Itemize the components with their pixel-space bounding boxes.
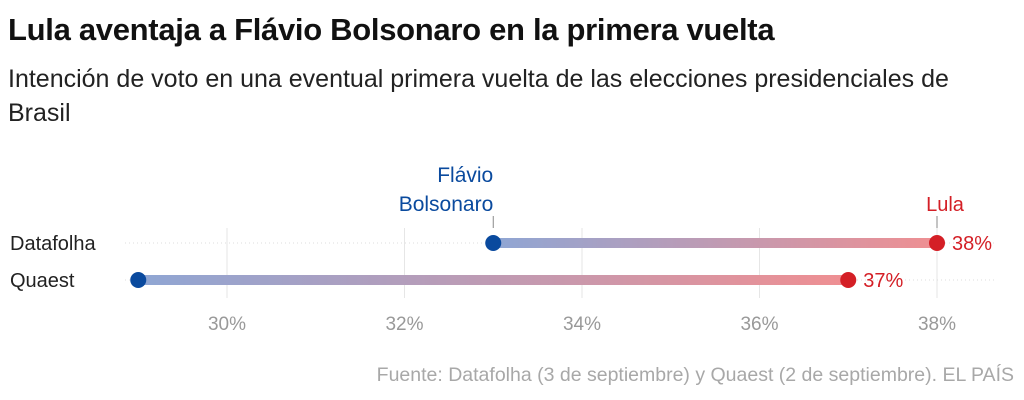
flavio-bolsonaro-dot: [130, 272, 147, 288]
x-tick-label: 32%: [385, 314, 423, 335]
value-label: 38%: [952, 233, 992, 255]
flavio-bolsonaro-dot: [485, 235, 502, 251]
row-label: Datafolha: [10, 233, 96, 255]
chart-subtitle: Intención de voto en una eventual primer…: [8, 65, 949, 127]
lula-dot: [929, 235, 945, 251]
x-tick-label: 34%: [563, 314, 601, 335]
chart-title: Lula aventaja a Flávio Bolsonaro en la p…: [8, 12, 775, 47]
dumbbell-chart: 30% 32% 34% 36% 38% Datafolha 38% Quaest 37% Fláv…: [10, 164, 995, 335]
row-label: Quaest: [10, 270, 75, 292]
value-label: 37%: [863, 270, 903, 292]
x-tick-label: 36%: [740, 314, 778, 335]
lula-label: Lula: [926, 194, 965, 216]
range-bar: [138, 275, 849, 285]
lula-dot: [840, 272, 857, 288]
source-note: Fuente: Datafolha (3 de septiembre) y Qu…: [376, 364, 1014, 386]
flavio-bolsonaro-label: Flávio Bolsonaro: [399, 164, 494, 216]
x-tick-label: 38%: [918, 314, 956, 335]
range-bar: [493, 238, 937, 248]
x-tick-label: 30%: [208, 314, 246, 335]
